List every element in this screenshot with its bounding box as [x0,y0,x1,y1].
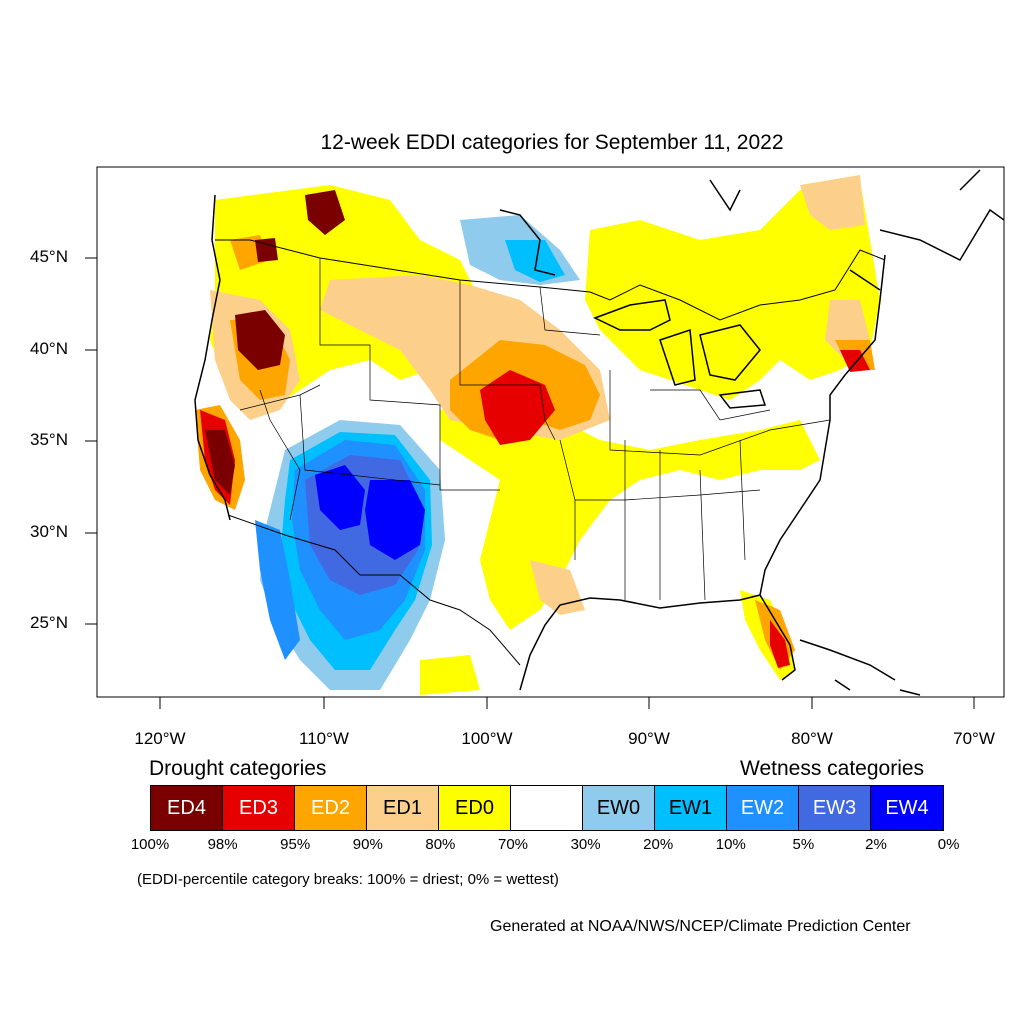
east-coast [759,254,886,681]
break-label: 95% [280,836,311,853]
lon-label-110: 110°W [299,729,349,748]
break-label: 98% [207,836,238,853]
great-lakes [593,299,767,409]
canada-coast [709,169,1004,291]
lon-label-90: 90°W [628,729,670,748]
legend-box-ed4: ED4 [151,786,223,830]
us-canada-border [215,239,886,321]
ew-baja [255,520,300,660]
break-label: 5% [792,836,815,853]
break-label: 90% [352,836,383,853]
cuba-bahamas [799,639,921,696]
gulf-coast [519,594,761,691]
credit-line: Generated at NOAA/NWS/NCEP/Climate Predi… [490,918,911,935]
lat-label-40: 40°N [30,339,68,358]
lon-ticks [159,697,975,709]
break-label: 100% [130,836,170,853]
lon-label-100: 100°W [461,729,513,748]
break-label: 80% [425,836,456,853]
legend-box-ew4: EW4 [871,786,943,830]
ed0-northeast [585,180,880,400]
lat-label-45: 45°N [30,247,68,266]
ed3-regions [200,350,870,668]
break-label: 0% [937,836,960,853]
ed4-regions [205,190,345,495]
lat-ticks [85,257,97,625]
us-mexico-border [227,514,521,666]
legend-box-ew3: EW3 [799,786,871,830]
ew1-north [505,240,565,282]
break-label: 2% [865,836,887,853]
hudson-bay [499,209,556,276]
category-note: (EDDI-percentile category breaks: 100% =… [137,871,559,888]
legend-box-ew1: EW1 [655,786,727,830]
legend-box-ed2: ED2 [295,786,367,830]
state-borders [239,258,831,601]
legend-box-ew0: EW0 [583,786,655,830]
legend-box-ed1: ED1 [367,786,439,830]
legend-box-ed3: ED3 [223,786,295,830]
legend-box-ed0: ED0 [439,786,511,830]
legend-box-neutral [511,786,583,830]
break-label: 20% [643,836,674,853]
lon-label-120: 120°W [134,729,186,748]
break-label: 10% [715,836,746,853]
lon-label-70: 70°W [953,729,995,748]
wetness-heading: Wetness categories [740,757,925,780]
lat-label-25: 25°N [30,613,68,632]
legend-box-ew2: EW2 [727,786,799,830]
lat-label-30: 30°N [30,522,68,541]
break-label: 70% [497,836,529,853]
break-label: 30% [570,836,601,853]
lat-label-35: 35°N [30,430,68,449]
map-frame [96,166,1005,698]
category-legend: ED4 ED3 ED2 ED1 ED0 EW0 EW1 EW2 EW3 EW4 [150,785,944,831]
ed0-mexico [420,655,480,695]
ew4-southwest [315,465,425,560]
map-title: 12-week EDDI categories for September 11… [320,131,784,154]
west-coast [194,194,231,521]
drought-heading: Drought categories [149,757,327,780]
lon-label-80: 80°W [791,729,833,748]
